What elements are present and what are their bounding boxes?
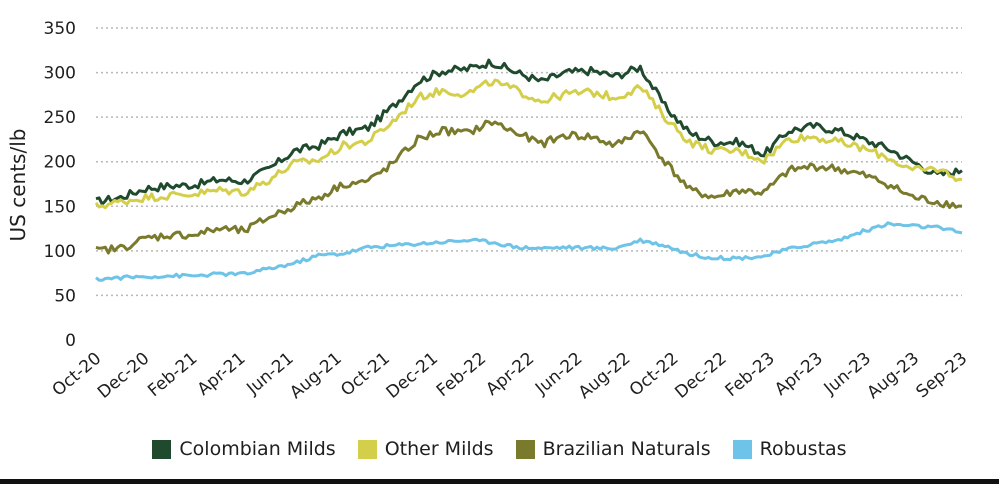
x-tick-label: Feb-22 [433, 349, 490, 402]
legend-item: Brazilian Naturals [515, 438, 711, 460]
series-line-colombian-milds [95, 58, 963, 206]
legend-item: Colombian Milds [152, 438, 336, 460]
series-line-robustas [95, 221, 963, 282]
x-tick-label: Aug-21 [286, 349, 346, 404]
x-tick-label: Oct-21 [337, 349, 394, 401]
legend-label: Brazilian Naturals [542, 438, 711, 460]
legend-swatch [732, 439, 752, 459]
legend-label: Robustas [759, 438, 847, 460]
legend-label: Colombian Milds [179, 438, 336, 460]
series-line-other-milds [94, 78, 963, 210]
x-tick-label: Dec-21 [383, 349, 442, 403]
y-tick-label: 300 [44, 64, 76, 84]
legend-swatch [152, 439, 172, 459]
x-tick-labels: Oct-20Dec-20Feb-21Apr-21Jun-21Aug-21Oct-… [49, 349, 972, 404]
line-chart: US cents/lb 0 50 100 150 200 250 300 350 Oct-20… [6, 19, 972, 404]
x-tick-label: Dec-20 [94, 349, 153, 403]
gridlines [96, 27, 962, 297]
x-tick-label: Apr-23 [771, 349, 827, 400]
y-tick-label: 200 [44, 153, 76, 173]
x-tick-label: Sep-23 [913, 349, 972, 403]
x-tick-label: Feb-23 [722, 349, 779, 402]
y-tick-label: 350 [44, 19, 76, 39]
x-tick-label: Oct-22 [626, 349, 683, 401]
series-line-brazilian-naturals [95, 119, 963, 255]
x-tick-label: Dec-22 [671, 349, 730, 403]
x-tick-label: Aug-22 [575, 349, 635, 404]
x-tick-label: Apr-21 [194, 349, 250, 400]
y-tick-labels: 0 50 100 150 200 250 300 350 [44, 19, 76, 351]
legend: Colombian Milds Other Milds Brazilian Natu… [0, 432, 999, 466]
x-tick-label: Apr-22 [482, 349, 538, 400]
legend-item: Robustas [732, 438, 847, 460]
y-tick-label: 0 [65, 331, 76, 351]
y-axis-title: US cents/lb [6, 129, 30, 242]
y-tick-label: 150 [44, 197, 76, 217]
legend-item: Other Milds [357, 438, 494, 460]
legend-swatch [515, 439, 535, 459]
series-lines [94, 58, 963, 282]
legend-swatch [357, 439, 377, 459]
x-tick-label: Oct-20 [49, 349, 106, 401]
y-tick-label: 250 [44, 108, 76, 128]
x-tick-label: Feb-21 [144, 349, 201, 402]
bottom-border [0, 479, 999, 484]
legend-label: Other Milds [384, 438, 494, 460]
y-tick-label: 50 [54, 286, 76, 306]
x-tick-label: Aug-23 [864, 349, 924, 404]
y-tick-label: 100 [44, 242, 76, 262]
